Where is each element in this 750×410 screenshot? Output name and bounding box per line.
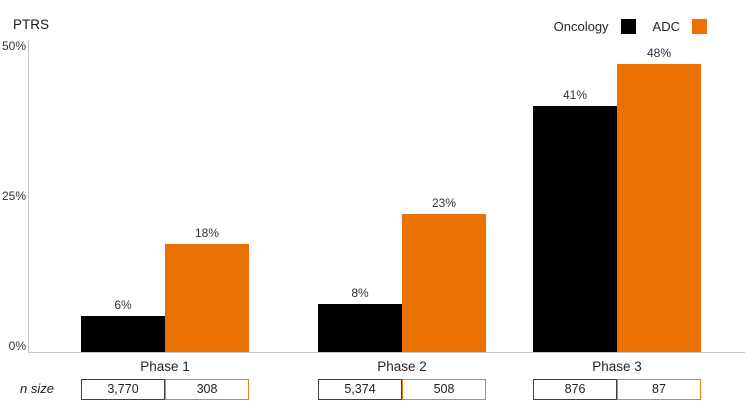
n-size-row-label: n size xyxy=(20,381,54,396)
x-axis-line xyxy=(28,352,745,353)
n-size-box-adc-phase-2: 508 xyxy=(402,379,486,400)
bar-adc-phase-3 xyxy=(617,64,701,352)
y-tick-label: 25% xyxy=(1,189,26,203)
x-category-label-phase-1: Phase 1 xyxy=(140,359,190,374)
bar-oncology-phase-3 xyxy=(533,106,617,352)
x-category-label-phase-2: Phase 2 xyxy=(377,359,427,374)
y-axis-line xyxy=(28,40,29,352)
bar-value-label-adc-phase-3: 48% xyxy=(646,46,672,60)
legend-label-adc: ADC xyxy=(652,19,680,34)
bar-value-label-oncology-phase-2: 8% xyxy=(351,286,369,300)
bar-value-label-adc-phase-2: 23% xyxy=(431,196,457,210)
bar-adc-phase-1 xyxy=(165,244,249,352)
legend-swatch-oncology-icon xyxy=(620,19,636,34)
bar-value-label-oncology-phase-1: 6% xyxy=(114,298,132,312)
x-category-label-phase-3: Phase 3 xyxy=(592,359,642,374)
legend-item-oncology: Oncology xyxy=(554,19,636,34)
bar-adc-phase-2 xyxy=(402,214,486,352)
bar-value-label-adc-phase-1: 18% xyxy=(194,226,220,240)
n-size-box-adc-phase-1: 308 xyxy=(165,379,249,400)
y-tick-label: 0% xyxy=(8,339,26,353)
legend-label-oncology: Oncology xyxy=(553,19,609,34)
legend-item-adc: ADC xyxy=(653,19,707,34)
y-tick-label: 50% xyxy=(1,39,26,53)
legend: Oncology ADC xyxy=(554,19,707,34)
bar-oncology-phase-1 xyxy=(81,316,165,352)
n-size-box-adc-phase-3: 87 xyxy=(617,379,701,400)
n-size-box-oncology-phase-2: 5,374 xyxy=(318,379,402,400)
n-size-box-oncology-phase-1: 3,770 xyxy=(81,379,165,400)
bar-oncology-phase-2 xyxy=(318,304,402,352)
n-size-box-oncology-phase-3: 876 xyxy=(533,379,617,400)
y-axis-title: PTRS xyxy=(13,17,50,32)
bar-value-label-oncology-phase-3: 41% xyxy=(562,88,588,102)
legend-swatch-adc-icon xyxy=(692,19,707,34)
